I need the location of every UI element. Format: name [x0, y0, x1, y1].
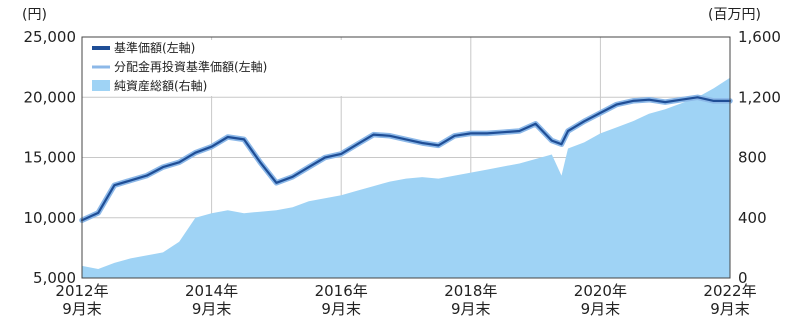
series-line-price — [80, 96, 732, 222]
left-axis-tick-label: 25,000 — [24, 28, 77, 46]
left-axis-tick-label: 5,000 — [33, 269, 76, 287]
left-axis-tick-label: 15,000 — [24, 149, 77, 167]
x-axis-tick-month: 9月末 — [581, 300, 621, 318]
net-assets-area-layer — [82, 77, 730, 278]
right-axis-tick-label: 0 — [738, 269, 748, 287]
x-axis-tick-year: 2012年 — [55, 282, 108, 300]
legend-label-net-assets: 純資産総額(右軸) — [114, 78, 207, 93]
right-axis-tick-label: 1,200 — [738, 88, 781, 106]
x-axis-tick-month: 9月末 — [62, 300, 102, 318]
x-axis-tick-month: 9月末 — [192, 300, 232, 318]
legend-swatch-net-assets — [92, 80, 110, 91]
left-axis-unit: (円) — [22, 7, 47, 23]
x-axis-tick-year: 2018年 — [444, 282, 497, 300]
price-lines-layer — [79, 94, 733, 223]
right-axis-ticks: 0 400 800 1,200 1,600 — [738, 28, 781, 287]
right-axis-unit: (百万円) — [708, 7, 761, 23]
x-axis-tick-year: 2020年 — [574, 282, 627, 300]
legend-label-price: 基準価額(左軸) — [114, 40, 195, 55]
right-axis-tick-label: 1,600 — [738, 28, 781, 46]
left-axis-ticks: 5,000 10,000 15,000 20,000 25,000 — [24, 28, 77, 287]
right-axis-tick-label: 800 — [738, 149, 767, 167]
legend: 基準価額(左軸) 分配金再投資基準価額(左軸) 純資産総額(右軸) — [86, 40, 356, 96]
x-axis-tick-year: 2014年 — [185, 282, 238, 300]
x-axis-tick-month: 9月末 — [321, 300, 361, 318]
x-axis-ticks: 2012年9月末2014年9月末2016年9月末2018年9月末2020年9月末… — [55, 282, 756, 318]
legend-background — [86, 40, 356, 96]
right-axis-tick-label: 400 — [738, 209, 767, 227]
x-axis-tick-year: 2016年 — [315, 282, 368, 300]
legend-label-reinvested: 分配金再投資基準価額(左軸) — [114, 59, 267, 74]
plot-frame — [81, 36, 731, 279]
x-axis-tick-month: 9月末 — [451, 300, 491, 318]
left-axis-tick-label: 20,000 — [24, 88, 77, 106]
left-axis-tick-label: 10,000 — [24, 209, 77, 227]
x-axis-tick-month: 9月末 — [710, 300, 750, 318]
series-area-net-assets — [82, 77, 730, 278]
x-axis-tick-year: 2022年 — [703, 282, 756, 300]
